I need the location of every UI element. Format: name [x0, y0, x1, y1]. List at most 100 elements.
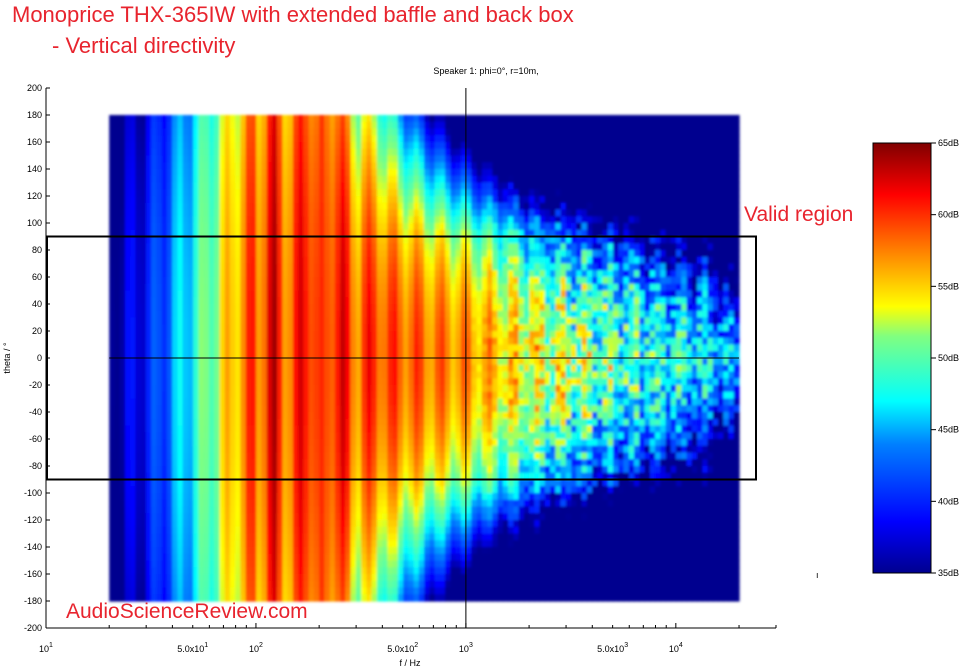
heatmap-cell — [340, 560, 346, 568]
heatmap-cell — [418, 439, 425, 447]
heatmap-cell — [277, 344, 283, 352]
heatmap-cell — [460, 229, 467, 238]
heatmap-cell — [329, 169, 336, 177]
heatmap-cell — [187, 263, 194, 271]
heatmap-cell — [298, 445, 304, 454]
heatmap-cell — [434, 459, 441, 467]
heatmap-cell — [434, 142, 441, 150]
heatmap-cell — [124, 229, 131, 238]
heatmap-cell — [345, 162, 352, 170]
heatmap-cell — [203, 263, 210, 271]
heatmap-cell — [403, 513, 409, 521]
heatmap-cell — [224, 553, 231, 562]
heatmap-cell — [303, 445, 310, 454]
heatmap-cell — [198, 331, 205, 339]
heatmap-cell — [119, 243, 126, 251]
heatmap-cell — [413, 270, 420, 278]
heatmap-cell — [340, 472, 346, 481]
heatmap-cell — [261, 236, 268, 244]
heatmap-cell — [355, 115, 362, 123]
heatmap-cell — [187, 283, 194, 292]
heatmap-cell — [434, 202, 441, 211]
heatmap-cell — [198, 385, 205, 393]
heatmap-cell — [277, 142, 283, 150]
heatmap-cell — [334, 196, 341, 204]
heatmap-cell — [145, 520, 152, 528]
heatmap-cell — [387, 553, 394, 562]
heatmap-cell — [256, 155, 263, 163]
heatmap-cell — [434, 344, 441, 352]
heatmap-cell — [130, 418, 137, 427]
heatmap-cell — [382, 466, 388, 474]
heatmap-cell — [250, 310, 257, 319]
heatmap-cell — [397, 317, 404, 325]
heatmap-cell — [250, 418, 257, 427]
heatmap-cell — [355, 432, 362, 440]
heatmap-cell — [319, 189, 325, 197]
heatmap-cell — [266, 297, 273, 305]
heatmap-cell — [450, 351, 457, 359]
heatmap-cell — [361, 358, 367, 366]
heatmap-cell — [224, 135, 231, 143]
heatmap-cell — [240, 398, 247, 406]
heatmap-cell — [308, 344, 315, 352]
heatmap-cell — [408, 236, 415, 244]
heatmap-cell — [450, 283, 457, 292]
heatmap-cell — [313, 236, 320, 244]
heatmap-cell — [235, 182, 242, 190]
heatmap-cell — [187, 499, 194, 508]
heatmap-cell — [366, 412, 373, 420]
heatmap-cell — [135, 385, 142, 393]
heatmap-cell — [424, 209, 430, 217]
heatmap-cell — [334, 520, 341, 528]
heatmap-cell — [413, 236, 420, 244]
heatmap-cell — [208, 533, 215, 541]
heatmap-cell — [135, 236, 142, 244]
heatmap-cell — [124, 256, 131, 265]
heatmap-cell — [308, 351, 315, 359]
heatmap-cell — [119, 121, 126, 130]
heatmap-cell — [319, 594, 325, 602]
heatmap-cell — [292, 412, 299, 420]
heatmap-cell — [376, 256, 383, 265]
heatmap-cell — [298, 385, 304, 393]
heatmap-cell — [371, 418, 378, 427]
heatmap-cell — [355, 324, 362, 332]
heatmap-cell — [224, 493, 231, 501]
heatmap-cell — [345, 594, 352, 602]
heatmap-cell — [319, 270, 325, 278]
heatmap-cell — [329, 364, 336, 373]
heatmap-cell — [124, 526, 131, 535]
heatmap-cell — [429, 398, 436, 406]
heatmap-cell — [439, 196, 446, 204]
heatmap-cell — [109, 115, 116, 123]
heatmap-cell — [455, 250, 462, 258]
heatmap-cell — [434, 277, 441, 285]
heatmap-cell — [182, 324, 189, 332]
heatmap-cell — [287, 148, 294, 157]
heatmap-cell — [298, 466, 304, 474]
heatmap-cell — [408, 587, 415, 595]
heatmap-cell — [151, 533, 158, 541]
heatmap-cell — [361, 405, 367, 413]
heatmap-cell — [313, 364, 320, 373]
heatmap-cell — [256, 439, 263, 447]
heatmap-cell — [282, 391, 289, 400]
heatmap-cell — [271, 479, 278, 487]
heatmap-cell — [182, 250, 189, 258]
heatmap-cell — [460, 459, 467, 467]
heatmap-cell — [161, 182, 168, 190]
heatmap-cell — [329, 182, 336, 190]
heatmap-cell — [245, 533, 252, 541]
heatmap-cell — [334, 553, 341, 562]
heatmap-cell — [445, 189, 451, 197]
heatmap-cell — [303, 243, 310, 251]
heatmap-cell — [308, 391, 315, 400]
heatmap-cell — [313, 169, 320, 177]
heatmap-cell — [256, 547, 263, 555]
heatmap-cell — [455, 459, 462, 467]
heatmap-cell — [261, 371, 268, 379]
heatmap-cell — [334, 506, 341, 514]
heatmap-cell — [350, 472, 357, 481]
heatmap-cell — [308, 263, 315, 271]
